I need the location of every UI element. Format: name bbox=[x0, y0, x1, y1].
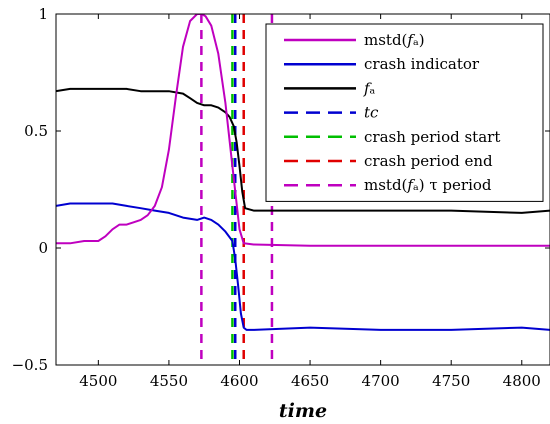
x-tick-label: 4650 bbox=[291, 372, 329, 390]
x-axis: 4500 4550 4600 4650 4700 4750 4800 bbox=[79, 14, 541, 390]
x-tick-label: 4700 bbox=[362, 372, 400, 390]
series-line-f-a bbox=[56, 87, 550, 214]
x-tick-label: 4550 bbox=[150, 372, 188, 390]
x-tick-label: 4600 bbox=[220, 372, 258, 390]
series-line-mstd-f-a bbox=[56, 14, 550, 247]
y-tick-label: −0.5 bbox=[12, 356, 48, 374]
legend-label-crash-indicator: crash indicator bbox=[364, 55, 480, 73]
y-axis: −0.5 0 0.5 1 bbox=[12, 5, 550, 374]
y-tick-label: 1 bbox=[38, 5, 48, 23]
legend-label-f-a: 𝑓ₐ bbox=[363, 79, 376, 97]
legend-label-crash-period-start: crash period start bbox=[364, 128, 500, 146]
legend: mstd(𝑓ₐ) crash indicator 𝑓ₐ 𝑡𝑐 crash period … bbox=[265, 23, 544, 202]
legend-label-mstd-f-a-period: mstd(𝑓ₐ) τ period bbox=[364, 176, 492, 194]
legend-label-t-c: 𝑡𝑐 bbox=[364, 104, 379, 122]
x-tick-label: 4800 bbox=[503, 372, 541, 390]
x-axis-label: time bbox=[279, 400, 327, 422]
legend-label-crash-period-end: crash period end bbox=[364, 152, 493, 170]
series-line-crash-indicator bbox=[56, 202, 550, 331]
y-tick-label: 0 bbox=[38, 239, 48, 257]
series-layer bbox=[56, 14, 550, 365]
x-tick-label: 4750 bbox=[432, 372, 470, 390]
legend-label-mstd-f-a: mstd(𝑓ₐ) bbox=[364, 31, 425, 49]
plot-area bbox=[55, 13, 550, 366]
x-tick-label: 4500 bbox=[79, 372, 117, 390]
y-tick-label: 0.5 bbox=[24, 122, 48, 140]
